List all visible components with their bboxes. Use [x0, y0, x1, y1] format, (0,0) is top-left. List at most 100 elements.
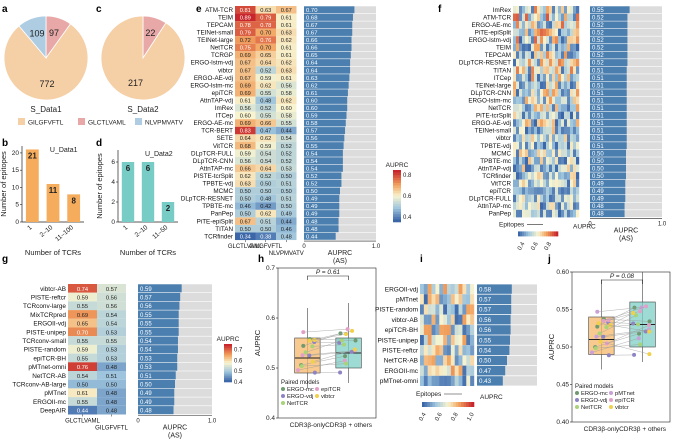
heat-cell: [525, 157, 529, 165]
heat-cell: [531, 36, 535, 44]
heat-cell: [561, 81, 565, 90]
heat-cell: [462, 324, 467, 335]
heat-cell: [558, 126, 562, 135]
heat-cell-value: 0.54: [281, 136, 292, 142]
heat-cell: [235, 81, 256, 90]
heat-cell-value: 0.62: [281, 61, 292, 67]
heat-cell: [552, 36, 556, 44]
heat-cell: [543, 96, 547, 105]
heat-cell-value: 0.50: [281, 174, 292, 180]
row-label: pMTnet-omni: [380, 378, 418, 385]
auprc-bar-value: 0.48: [140, 409, 152, 415]
epitope-legend: GILGFVFTL GLCTLVAML NLVPMVATV: [18, 118, 184, 127]
heat-cell-value: 0.64: [260, 61, 271, 67]
x-tick-label: CDR3β + others: [619, 426, 667, 433]
colorbar-step: [445, 402, 449, 407]
heat-cell: [516, 119, 520, 127]
auprc-axis-title: AUPRC: [163, 425, 188, 432]
colorbar-step: [393, 206, 401, 210]
heat-cell: [558, 36, 562, 44]
heat-cell: [235, 217, 256, 225]
heat-cell-value: 0.57: [106, 287, 117, 293]
heat-cell: [439, 355, 444, 366]
auprc-bar-value: 0.55: [140, 313, 152, 319]
paired-point: [307, 353, 312, 358]
heat-cell-value: 0.69: [77, 313, 88, 319]
heat-cell: [443, 324, 448, 335]
heat-cell: [513, 89, 517, 97]
colorbar-step: [393, 209, 401, 212]
heat-cell: [97, 388, 126, 398]
paired-point: [310, 344, 315, 349]
legend-label: pMTnet: [615, 391, 635, 397]
heat-cell: [513, 51, 517, 59]
row-label: PISTE-unipep: [26, 329, 66, 336]
heat-cell: [570, 96, 574, 105]
heat-cell: [435, 284, 440, 295]
heat-cell-value: 0.53: [106, 348, 117, 354]
heat-cell: [573, 209, 577, 218]
heat-cell: [567, 172, 571, 180]
paired-point: [299, 364, 304, 369]
heat-cell: [443, 345, 448, 356]
heat-cell: [552, 73, 556, 82]
colorbar-step: [526, 231, 529, 237]
heat-cell: [276, 58, 297, 67]
heat-cell: [276, 224, 297, 233]
heat-cell: [525, 6, 529, 14]
heat-cell: [570, 119, 574, 127]
heat-cell: [450, 314, 455, 325]
heat-cell: [255, 66, 276, 74]
heat-cell: [534, 36, 538, 44]
heat-cell: [537, 179, 541, 188]
heat-cell: [546, 36, 550, 44]
heat-cell: [555, 202, 559, 210]
heat-cell: [534, 187, 538, 195]
heat-cell: [570, 126, 574, 135]
row-label: TCRconv-large: [23, 303, 66, 310]
heat-cell-value: 0.34: [240, 234, 251, 240]
legend-swatch-glctlvaml: [78, 118, 85, 125]
row-label: DLpTCR-CNN: [193, 158, 234, 165]
heat-cell: [522, 141, 526, 150]
auprc-bar-value: 0.60: [306, 106, 318, 112]
row-label: ATM-TCR: [205, 7, 233, 14]
heat-cell: [525, 119, 529, 127]
heat-cell-value: 0.61: [281, 46, 292, 52]
heat-cell: [540, 187, 544, 195]
auprc-bar-value: 0.53: [140, 356, 152, 362]
heat-cell: [427, 335, 432, 346]
colorbar-step: [556, 231, 559, 237]
heat-cell: [555, 81, 559, 90]
heat-cell: [235, 202, 256, 210]
heat-cell: [470, 375, 475, 386]
row-label: TITAN: [493, 67, 511, 74]
heat-cell: [543, 164, 547, 173]
heat-cell: [516, 179, 520, 188]
heat-cell: [435, 335, 440, 346]
heat-cell: [454, 375, 459, 386]
heat-cell: [276, 194, 297, 203]
row-label: TEIM: [496, 45, 511, 52]
row-label: ERGO-AE-vdj: [194, 75, 233, 82]
heat-cell: [567, 141, 571, 150]
heat-cell-value: 0.50: [240, 227, 251, 233]
heat-cell: [255, 172, 276, 180]
y-tick-label: 0: [15, 219, 19, 226]
pvalue-label: P = 0.61: [316, 269, 341, 276]
heat-cell: [528, 66, 532, 74]
heat-cell: [537, 209, 541, 218]
heat-cell: [558, 141, 562, 150]
heat-cell-value: 0.78: [240, 23, 251, 29]
heat-cell-value: 0.52: [281, 151, 292, 157]
heat-cell: [555, 111, 559, 120]
colorbar-step: [429, 402, 433, 407]
heat-cell-value: 0.56: [106, 295, 117, 301]
legend-label: NetTCR: [287, 401, 308, 407]
heat-cell: [519, 119, 523, 127]
heat-cell: [570, 209, 574, 218]
paired-point: [590, 350, 595, 355]
heat-cell: [255, 134, 276, 142]
y-axis-title: AUPRC: [547, 333, 556, 360]
